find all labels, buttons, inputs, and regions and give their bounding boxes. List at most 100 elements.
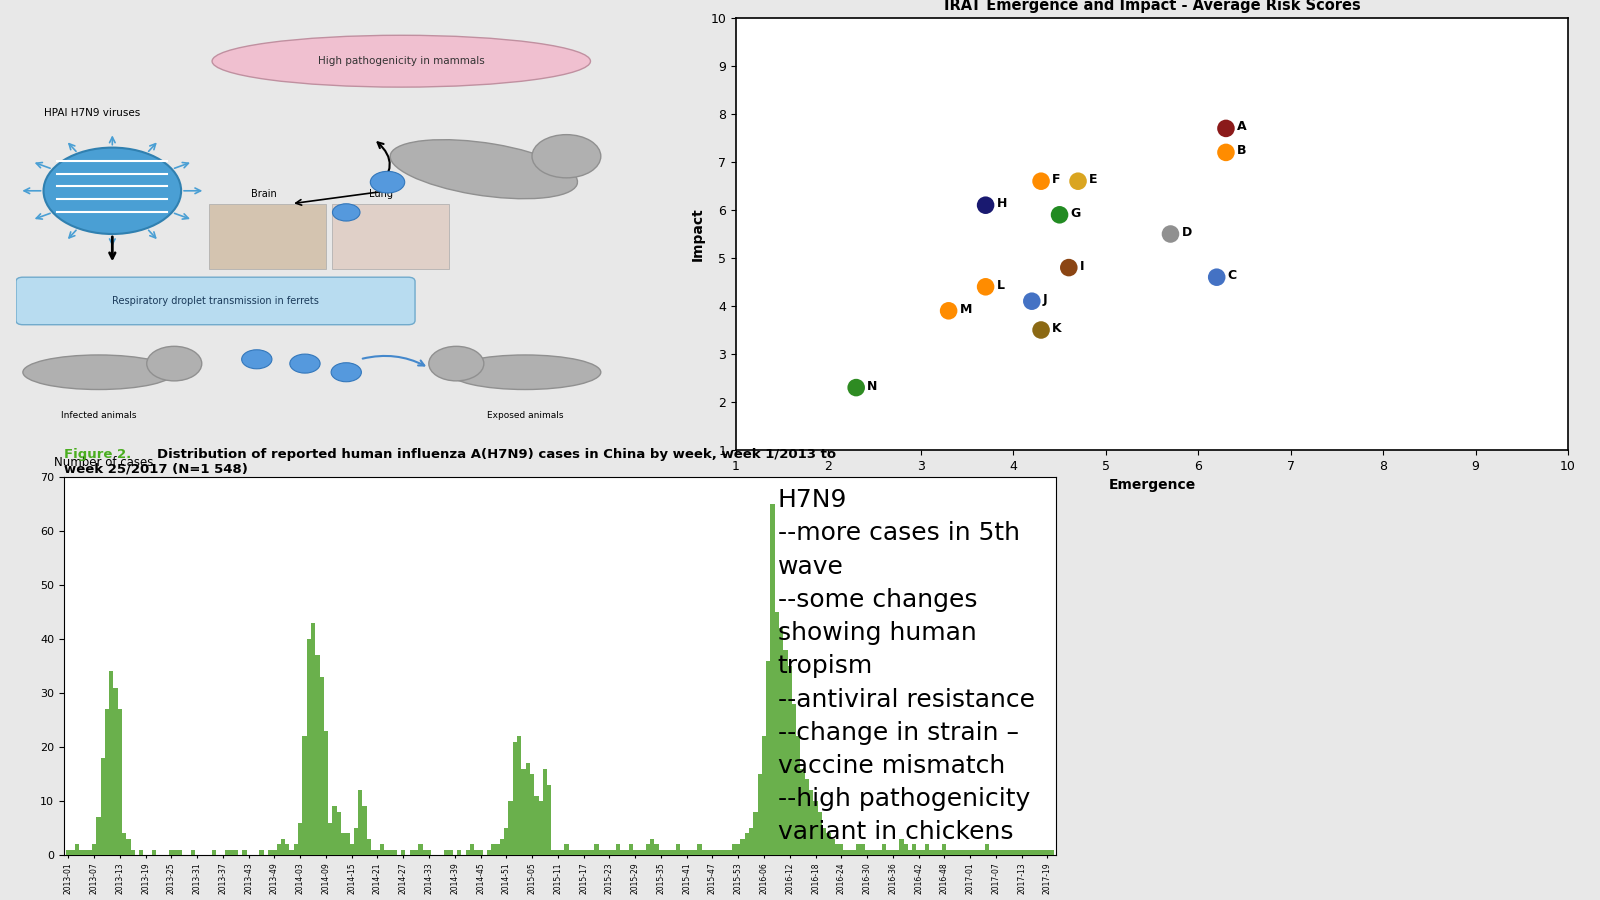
Title: IRAT Emergence and Impact - Average Risk Scores: IRAT Emergence and Impact - Average Risk… (944, 0, 1360, 13)
Bar (853, 850, 856, 855)
Bar (749, 828, 754, 855)
Bar (685, 850, 690, 855)
Bar (736, 844, 741, 855)
Bar (323, 731, 328, 855)
Bar (333, 203, 450, 268)
Bar (414, 850, 418, 855)
Bar (891, 850, 894, 855)
Bar (659, 850, 662, 855)
Bar (675, 844, 680, 855)
Bar (88, 850, 91, 855)
Bar (290, 850, 294, 855)
Text: variant in chickens: variant in chickens (778, 821, 1013, 844)
Bar (96, 817, 101, 855)
Bar (955, 850, 960, 855)
Bar (904, 844, 907, 855)
Bar (994, 850, 998, 855)
Text: G: G (1070, 207, 1082, 220)
Bar (650, 839, 654, 855)
Text: E: E (1090, 174, 1098, 186)
Bar (637, 850, 642, 855)
Bar (573, 850, 578, 855)
Bar (1032, 850, 1037, 855)
Bar (478, 850, 483, 855)
Bar (560, 850, 565, 855)
Bar (259, 850, 264, 855)
Bar (706, 850, 710, 855)
Bar (930, 850, 934, 855)
Bar (131, 850, 134, 855)
Bar (766, 661, 771, 855)
Bar (315, 655, 320, 855)
Bar (818, 812, 822, 855)
Bar (499, 839, 504, 855)
Bar (474, 850, 478, 855)
Bar (856, 844, 861, 855)
Bar (427, 850, 430, 855)
Text: tropism: tropism (778, 654, 874, 679)
Bar (757, 774, 762, 855)
Bar (363, 806, 366, 855)
Bar (976, 850, 981, 855)
Bar (861, 844, 866, 855)
Bar (496, 844, 499, 855)
Bar (1042, 850, 1045, 855)
Bar (843, 850, 848, 855)
Bar (792, 704, 797, 855)
Bar (1006, 850, 1011, 855)
Bar (448, 850, 453, 855)
Text: --high pathogenicity: --high pathogenicity (778, 788, 1030, 811)
Bar (907, 850, 912, 855)
Bar (899, 839, 904, 855)
Bar (912, 844, 917, 855)
Bar (925, 844, 930, 855)
Bar (341, 833, 346, 855)
Bar (698, 844, 702, 855)
Bar (418, 844, 422, 855)
Bar (826, 833, 830, 855)
Bar (838, 844, 843, 855)
Bar (333, 806, 336, 855)
Bar (466, 850, 470, 855)
Point (1213, 122, 1238, 136)
Bar (358, 790, 363, 855)
Bar (693, 850, 698, 855)
Bar (886, 850, 891, 855)
Bar (986, 844, 989, 855)
Bar (139, 850, 144, 855)
Bar (234, 850, 238, 855)
Bar (848, 850, 853, 855)
Text: K: K (1053, 322, 1062, 335)
Text: --some changes: --some changes (778, 588, 978, 612)
Bar (800, 769, 805, 855)
Bar (621, 850, 624, 855)
Bar (104, 709, 109, 855)
Text: --change in strain –: --change in strain – (778, 721, 1019, 744)
Bar (754, 812, 757, 855)
Text: wave: wave (778, 554, 843, 579)
Bar (942, 844, 947, 855)
Bar (981, 850, 986, 855)
Bar (458, 850, 461, 855)
Bar (70, 850, 75, 855)
Bar (731, 844, 736, 855)
Bar (822, 828, 826, 855)
Bar (101, 758, 104, 855)
Bar (662, 850, 667, 855)
Text: J: J (1043, 293, 1048, 306)
Point (843, 381, 869, 395)
Bar (1002, 850, 1006, 855)
Bar (690, 850, 693, 855)
Bar (547, 785, 552, 855)
Text: High pathogenicity in mammals: High pathogenicity in mammals (318, 56, 485, 67)
Ellipse shape (450, 355, 602, 390)
Bar (581, 850, 586, 855)
Bar (336, 812, 341, 855)
Bar (968, 850, 973, 855)
Bar (878, 850, 882, 855)
Bar (624, 850, 629, 855)
Text: F: F (1053, 174, 1061, 186)
Bar (787, 666, 792, 855)
Bar (376, 850, 379, 855)
Bar (1024, 850, 1029, 855)
